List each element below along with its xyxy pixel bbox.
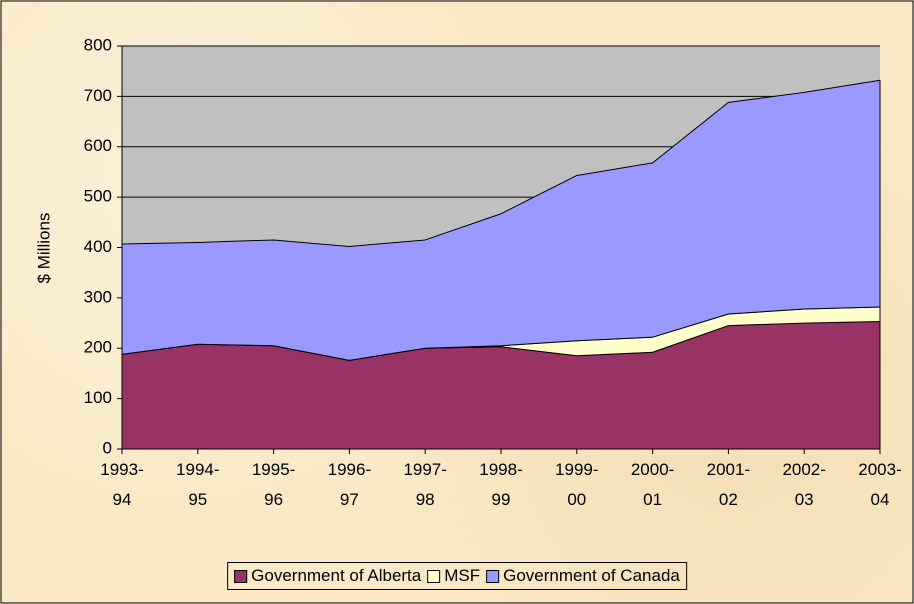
legend-item: Government of Canada [486, 566, 680, 586]
y-tick-label: 600 [84, 136, 112, 155]
x-tick-label: 1999-00 [555, 460, 599, 509]
y-tick-label: 300 [84, 287, 112, 306]
y-tick-label: 800 [84, 35, 112, 54]
legend-swatch [486, 569, 500, 583]
legend-item: Government of Alberta [234, 566, 421, 586]
legend-item: MSF [427, 566, 480, 586]
x-tick-label: 2003-04 [858, 460, 902, 509]
legend-swatch [427, 569, 441, 583]
y-tick-label: 100 [84, 388, 112, 407]
y-tick-label: 700 [84, 86, 112, 105]
y-tick-label: 400 [84, 237, 112, 256]
area [121, 79, 881, 361]
y-tick-label: 500 [84, 187, 112, 206]
legend: Government of Alberta MSF Government of Ca… [227, 562, 687, 590]
x-tick-label: 2000-01 [630, 460, 675, 509]
x-tick-label: 1994-95 [176, 460, 220, 509]
x-tick-label: 1995-96 [251, 460, 296, 509]
legend-label: Government of Alberta [251, 566, 422, 585]
x-tick-label: 1993-94 [100, 460, 144, 509]
legend-label: Government of Canada [503, 566, 680, 585]
y-tick-label: 0 [103, 438, 112, 457]
x-tick-label: 2002-03 [782, 460, 826, 509]
legend-label: MSF [444, 566, 481, 585]
legend-swatch [234, 569, 248, 583]
y-axis-title: $ Millions [34, 213, 53, 284]
x-tick-label: 1997-98 [403, 460, 447, 509]
x-tick-label: 2001-02 [706, 460, 751, 509]
y-tick-label: 200 [84, 338, 112, 357]
x-tick-label: 1998-99 [479, 460, 523, 509]
x-tick-label: 1996-97 [327, 460, 372, 509]
